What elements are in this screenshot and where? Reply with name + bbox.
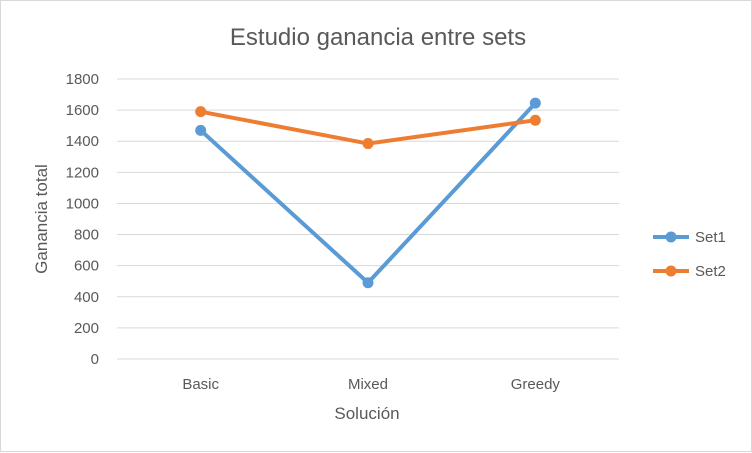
data-point: [195, 124, 207, 136]
legend-label: Set2: [695, 263, 726, 280]
series-layer: [195, 97, 541, 289]
legend-label: Set1: [695, 229, 726, 246]
x-tick-label: Mixed: [348, 376, 388, 393]
x-axis-title: Solución: [334, 404, 399, 423]
legend-swatch-marker: [665, 265, 677, 277]
data-point: [529, 97, 541, 109]
x-axis-ticks: Basic Mixed Greedy: [182, 376, 560, 393]
y-tick-label: 1400: [66, 133, 99, 150]
y-tick-label: 1000: [66, 195, 99, 212]
y-tick-label: 400: [74, 289, 99, 306]
y-tick-label: 200: [74, 320, 99, 337]
y-axis-ticks: 0 200 400 600 800 1000 1200 1400 1600 1800: [66, 71, 99, 368]
gridlines: [117, 78, 619, 360]
legend-swatch-marker: [665, 231, 677, 243]
x-tick-label: Basic: [182, 376, 219, 393]
y-axis-title: Ganancia total: [32, 164, 51, 274]
data-point: [529, 114, 541, 126]
y-tick-label: 1200: [66, 164, 99, 181]
data-point: [362, 138, 374, 150]
y-tick-label: 600: [74, 258, 99, 275]
y-tick-label: 800: [74, 227, 99, 244]
y-tick-label: 1600: [66, 102, 99, 119]
data-point: [195, 106, 207, 118]
legend: Set1 Set2: [653, 229, 726, 280]
chart-title: Estudio ganancia entre sets: [230, 24, 526, 51]
y-tick-label: 1800: [66, 71, 99, 88]
x-tick-label: Greedy: [511, 376, 561, 393]
data-point: [362, 277, 374, 289]
y-tick-label: 0: [91, 351, 99, 368]
series-line: [198, 101, 538, 285]
